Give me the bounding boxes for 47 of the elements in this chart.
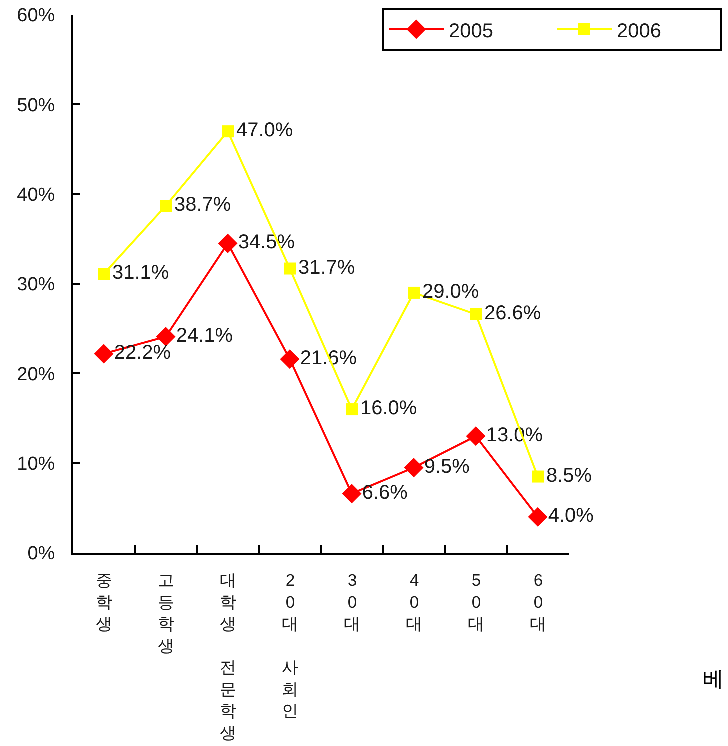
category-label: 대학생 전문학생 bbox=[220, 571, 237, 742]
data-label: 4.0% bbox=[548, 505, 594, 528]
x-tick-label: 50대 bbox=[468, 571, 485, 634]
point bbox=[284, 262, 296, 275]
point bbox=[156, 327, 176, 347]
data-label: 16.0% bbox=[360, 398, 418, 420]
data-label: 26.6% bbox=[484, 302, 542, 324]
x-tick-label: 40대 bbox=[406, 571, 423, 634]
x-tick-label: 고등학생 bbox=[158, 571, 175, 656]
point bbox=[466, 426, 486, 446]
x-tick-label: 60대 bbox=[530, 571, 547, 634]
y-tick-label: 40% bbox=[17, 184, 56, 206]
data-label: 31.7% bbox=[298, 256, 356, 279]
data-label: 6.6% bbox=[362, 482, 408, 504]
point bbox=[404, 458, 424, 478]
category-label: 20대 사회인 bbox=[282, 571, 299, 720]
legend-label: 2005 bbox=[449, 20, 494, 42]
data-label: 31.1% bbox=[112, 262, 170, 284]
point bbox=[346, 404, 358, 416]
point bbox=[528, 507, 548, 527]
point bbox=[160, 200, 172, 212]
point bbox=[280, 350, 300, 370]
point bbox=[222, 126, 234, 138]
x-tick-label: 중학생 bbox=[96, 571, 113, 634]
point bbox=[94, 344, 114, 364]
y-tick-label: 30% bbox=[17, 274, 56, 296]
point bbox=[342, 484, 362, 504]
text: 베 bbox=[703, 668, 724, 691]
y-tick-label: 50% bbox=[17, 95, 56, 116]
point bbox=[218, 234, 238, 254]
data-label: 24.1% bbox=[176, 324, 234, 347]
data-label: 22.2% bbox=[114, 342, 172, 364]
y-tick-label: 0% bbox=[28, 544, 56, 565]
point bbox=[470, 308, 482, 320]
legend-label: 2006 bbox=[617, 20, 662, 42]
data-label: 29.0% bbox=[422, 280, 480, 303]
y-tick-label: 60% bbox=[17, 6, 56, 27]
point bbox=[98, 268, 110, 280]
x-tick-label: 30대 bbox=[344, 571, 361, 634]
point bbox=[408, 286, 420, 299]
data-label: 38.7% bbox=[174, 194, 232, 216]
data-label: 47.0% bbox=[236, 120, 294, 142]
y-tick-label: 10% bbox=[17, 454, 56, 475]
y-tick-label: 20% bbox=[17, 364, 56, 386]
data-label: 8.5% bbox=[546, 464, 592, 487]
point bbox=[532, 470, 544, 483]
data-label: 9.5% bbox=[424, 456, 470, 478]
